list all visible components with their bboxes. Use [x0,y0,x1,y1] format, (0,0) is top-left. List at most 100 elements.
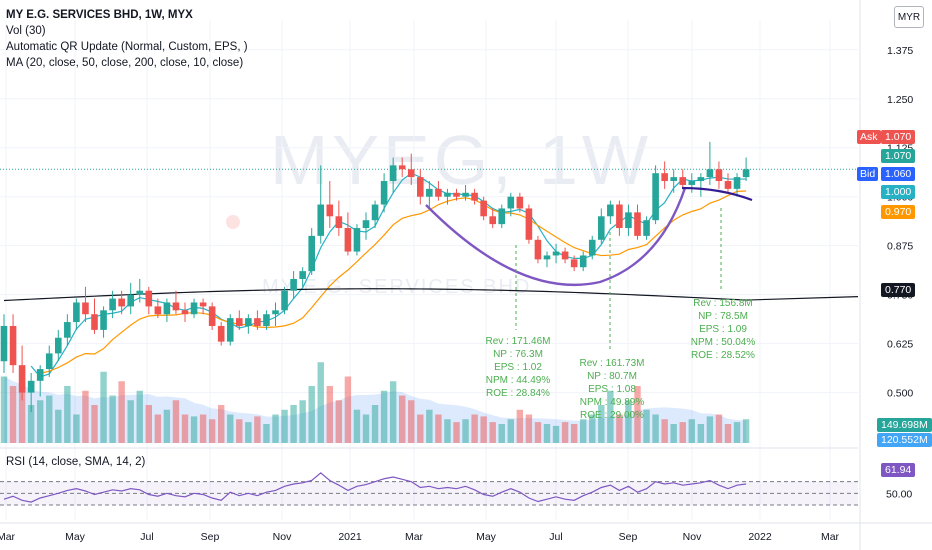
volume-bar [335,400,343,443]
time-tick-label: May [476,531,497,543]
candle-body [18,365,26,393]
candle-body [561,251,569,260]
volume-bar [82,390,89,443]
legend-qr: Automatic QR Update (Normal, Custom, EPS… [6,41,248,53]
candle-body [245,318,252,326]
rsi-legend: RSI (14, close, SMA, 14, 2) [6,456,146,468]
volume-bar [190,416,198,443]
candle-body [344,228,352,252]
volume-bar [236,419,243,443]
candle-body [190,302,198,315]
qr-annotation-line: ROE : 29.00% [580,410,644,421]
qr-annotation-line: NPM : 50.04% [691,337,756,348]
volume-bar [435,414,442,443]
volume-bar [281,409,288,443]
last-price-badge: 1.070 [881,149,916,163]
volume-bar [55,409,62,443]
candle-body [588,239,596,256]
price-tick-label: 1.375 [887,45,913,57]
candle-body [263,314,270,326]
candle-body [570,259,578,268]
volume-bar [362,414,370,443]
volume-bar [254,416,261,443]
bid-price-badge: 1.060 [881,167,916,181]
candle-body [579,255,587,268]
volume-bar [471,414,478,443]
volume-bar [570,424,578,443]
candle-body [136,290,144,295]
candle-body [109,298,116,311]
volume-bar [263,424,270,443]
volume-bar [136,390,143,443]
qr-annotation-line: ROE : 28.84% [486,388,550,399]
candle-body [534,239,542,260]
volume-bar [643,409,650,443]
symbol-watermark: MYEG, 1W [270,121,653,199]
candle-body [634,212,641,236]
candle-body [688,181,696,185]
volume-bar [634,386,641,443]
rsi-line [3,472,747,503]
volume-bar [426,409,433,443]
name-watermark: MY E.G. SERVICES BHD [262,276,532,298]
candle-body [661,173,668,182]
volume-bar [18,390,26,443]
candle-body [127,294,134,307]
rsi-badge: 61.94 [881,463,916,477]
candle-body [335,216,343,229]
marker-dot [226,215,240,229]
candle-body [543,255,551,260]
candle-body [670,177,677,182]
volume-bar [64,386,71,443]
volume-bar [163,409,171,443]
candle-body [91,314,98,330]
candle-body [45,353,53,370]
volume-bar [317,362,324,443]
candle-body [64,322,71,338]
candle-body [208,306,216,326]
volume-bar [733,422,741,443]
candle-body [380,181,388,205]
candle-body [426,188,433,197]
volume-bar [389,381,397,443]
candle-body [82,302,89,315]
candle-body [453,192,460,197]
time-tick-label: 2022 [748,531,772,543]
candle-body [281,290,288,311]
volume-bar [670,424,677,443]
candle-body [290,278,297,291]
qr-annotation-line: NP : 78.5M [698,311,748,322]
bid-label: Bid [857,167,879,181]
volume-bar [399,395,406,443]
volume-bar [408,400,415,443]
candle-body [172,302,180,311]
candle-body [462,192,469,197]
volume-bar [625,400,632,443]
volume-bar [353,409,361,443]
volume-bar [552,425,560,443]
legend-vol: Vol (30) [6,25,46,37]
volume-bar [308,386,315,443]
candle-body [407,169,415,178]
qr-annotation-line: ROE : 28.52% [691,350,755,361]
volume-bar [616,414,623,443]
volume-bar [218,405,225,443]
volume-bar [371,405,379,443]
volume-bar [652,414,659,443]
currency-button[interactable]: MYR [894,6,924,28]
candle-body [0,325,8,362]
candle-body [525,208,533,240]
candle-body [679,177,687,185]
price-tick-label: 1.250 [887,94,913,106]
volume-bar [9,386,17,443]
volume-bar [697,424,705,443]
candle-body [118,298,125,307]
qr-annotation-line: NP : 76.3M [493,349,543,360]
time-tick-label: Sep [619,531,638,543]
candle-body [199,302,207,307]
volume-bar [154,414,162,443]
volume-bar [290,405,297,443]
volume-bar [561,422,569,443]
candle-body [181,310,189,315]
